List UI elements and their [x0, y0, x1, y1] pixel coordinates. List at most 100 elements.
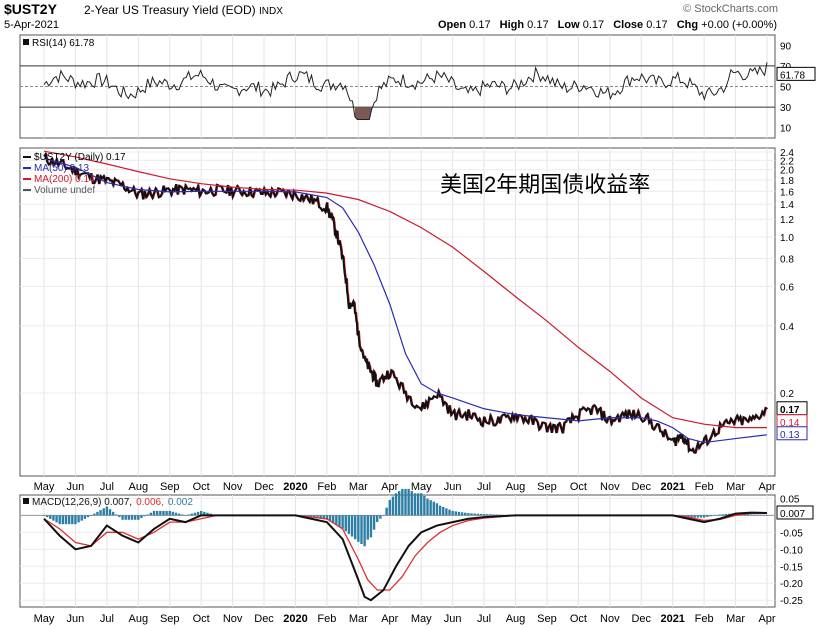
rsi-line: [43, 62, 768, 120]
macd-tick-label: -0.25: [780, 596, 803, 607]
price-legend-label: $UST2Y (Daily) 0.17: [34, 152, 126, 163]
macd-histogram-bar: [445, 508, 448, 516]
macd-histogram-bar: [64, 515, 68, 525]
month-label-price: Jun: [67, 481, 85, 493]
macd-histogram-bar: [77, 515, 80, 523]
macd-histogram-bar: [464, 512, 467, 516]
macd-histogram-bar: [498, 514, 502, 516]
month-label-macd: Aug: [129, 613, 149, 625]
rsi-legend-label: RSI(14) 61.78: [32, 38, 95, 49]
chart-date: 5-Apr-2021: [4, 19, 60, 31]
month-label-price: Jul: [100, 481, 114, 493]
macd-histogram-bar: [55, 515, 58, 523]
month-label-price: 2021: [660, 481, 684, 493]
price-tick-label: 2.4: [780, 148, 794, 159]
price-tick-label: 2.0: [780, 166, 794, 177]
month-label-macd: Dec: [254, 613, 274, 625]
macd-histogram-bar: [319, 515, 322, 519]
macd-histogram-bar: [721, 514, 725, 516]
macd-legend-label: 0.006,: [136, 497, 164, 508]
month-label-macd: Jul: [477, 613, 491, 625]
macd-histogram-bar: [448, 509, 451, 516]
macd-histogram-bar: [423, 495, 426, 516]
month-label-price: Aug: [506, 481, 526, 493]
macd-histogram-bar: [718, 514, 722, 516]
macd-histogram-bar: [42, 515, 46, 516]
macd-histogram-bar: [121, 515, 124, 520]
macd-histogram-bar: [429, 500, 432, 516]
macd-tick-label: -0.20: [780, 579, 803, 590]
month-label-macd: Aug: [506, 613, 526, 625]
macd-histogram-bar: [83, 515, 87, 519]
month-label-macd: May: [411, 613, 432, 625]
macd-histogram-bar: [702, 515, 706, 518]
macd-histogram-bar: [168, 510, 171, 516]
macd-histogram-bar: [199, 510, 203, 516]
rsi-tick-label: 50: [780, 83, 792, 94]
macd-histogram-bar: [105, 506, 109, 516]
macd-histogram-bar: [382, 515, 385, 516]
macd-histogram-bar: [127, 515, 131, 520]
macd-histogram-bar: [416, 493, 420, 516]
macd-histogram-bar: [404, 488, 407, 516]
macd-histogram-bar: [398, 491, 401, 516]
ohlc-readout: Open 0.17 High 0.17 Low 0.17 Close 0.17 …: [437, 19, 777, 31]
month-label-price: Dec: [254, 481, 274, 493]
month-label-price: Mar: [726, 481, 745, 493]
macd-histogram-bar: [709, 515, 712, 517]
macd-histogram-bar: [196, 511, 200, 516]
macd-histogram-bar: [159, 510, 162, 516]
macd-histogram-bar: [350, 515, 354, 537]
month-label-price: Apr: [381, 481, 398, 493]
macd-histogram-bar: [71, 515, 74, 525]
macd-histogram-bar: [93, 513, 96, 516]
month-label-price: Nov: [600, 481, 620, 493]
macd-histogram-bar: [130, 515, 134, 520]
macd-histogram-bar: [379, 515, 382, 519]
month-label-price: Oct: [193, 481, 210, 493]
macd-histogram-bar: [460, 512, 464, 516]
chart-header: $UST2Y 2-Year US Treasury Yield (EOD) IN…: [0, 0, 831, 36]
last-value-ma200: 0.14: [780, 418, 800, 429]
macd-histogram-bar: [133, 515, 137, 520]
macd-histogram-bar: [203, 511, 206, 516]
macd-histogram-bar: [765, 514, 769, 516]
price-tick-label: 1.4: [780, 200, 794, 211]
macd-histogram-bar: [728, 513, 731, 516]
macd-histogram-bar: [432, 501, 435, 516]
month-label-macd: 2020: [283, 613, 307, 625]
macd-histogram-bar: [347, 515, 351, 534]
macd-histogram-bar: [328, 515, 332, 522]
macd-histogram-bar: [712, 515, 715, 516]
macd-histogram-bar: [442, 506, 445, 516]
macd-histogram-bar: [118, 515, 121, 518]
macd-tick-label: 0.05: [780, 494, 800, 505]
macd-histogram-bar: [325, 515, 329, 520]
macd-histogram-bar: [102, 508, 105, 516]
month-label-macd: Sep: [160, 613, 180, 625]
rsi-legend: RSI(14) 61.78: [23, 38, 95, 49]
macd-histogram-bar: [80, 515, 83, 521]
macd-histogram-bar: [724, 513, 728, 516]
month-label-price: May: [411, 481, 432, 493]
macd-histogram-bar: [372, 515, 376, 530]
month-label-price: Mar: [349, 481, 368, 493]
macd-histogram-bar: [332, 515, 335, 524]
macd-histogram-bar: [67, 515, 71, 525]
price-tick-label: 2.2: [780, 156, 794, 167]
macd-histogram-bar: [495, 514, 498, 516]
macd-histogram-bar: [115, 514, 118, 516]
month-label-macd: Feb: [317, 613, 336, 625]
macd-histogram-bar: [479, 513, 483, 516]
macd-histogram-bar: [344, 515, 347, 532]
month-label-price: 2020: [283, 481, 307, 493]
macd-histogram-bar: [341, 515, 344, 529]
ticker-description: 2-Year US Treasury Yield (EOD) INDX: [84, 3, 283, 17]
month-label-price: Oct: [570, 481, 587, 493]
month-label-macd: Nov: [223, 613, 243, 625]
month-label-macd: 2021: [660, 613, 684, 625]
month-label-price: Sep: [160, 481, 180, 493]
month-label-macd: Mar: [349, 613, 368, 625]
month-label-macd: Feb: [695, 613, 714, 625]
